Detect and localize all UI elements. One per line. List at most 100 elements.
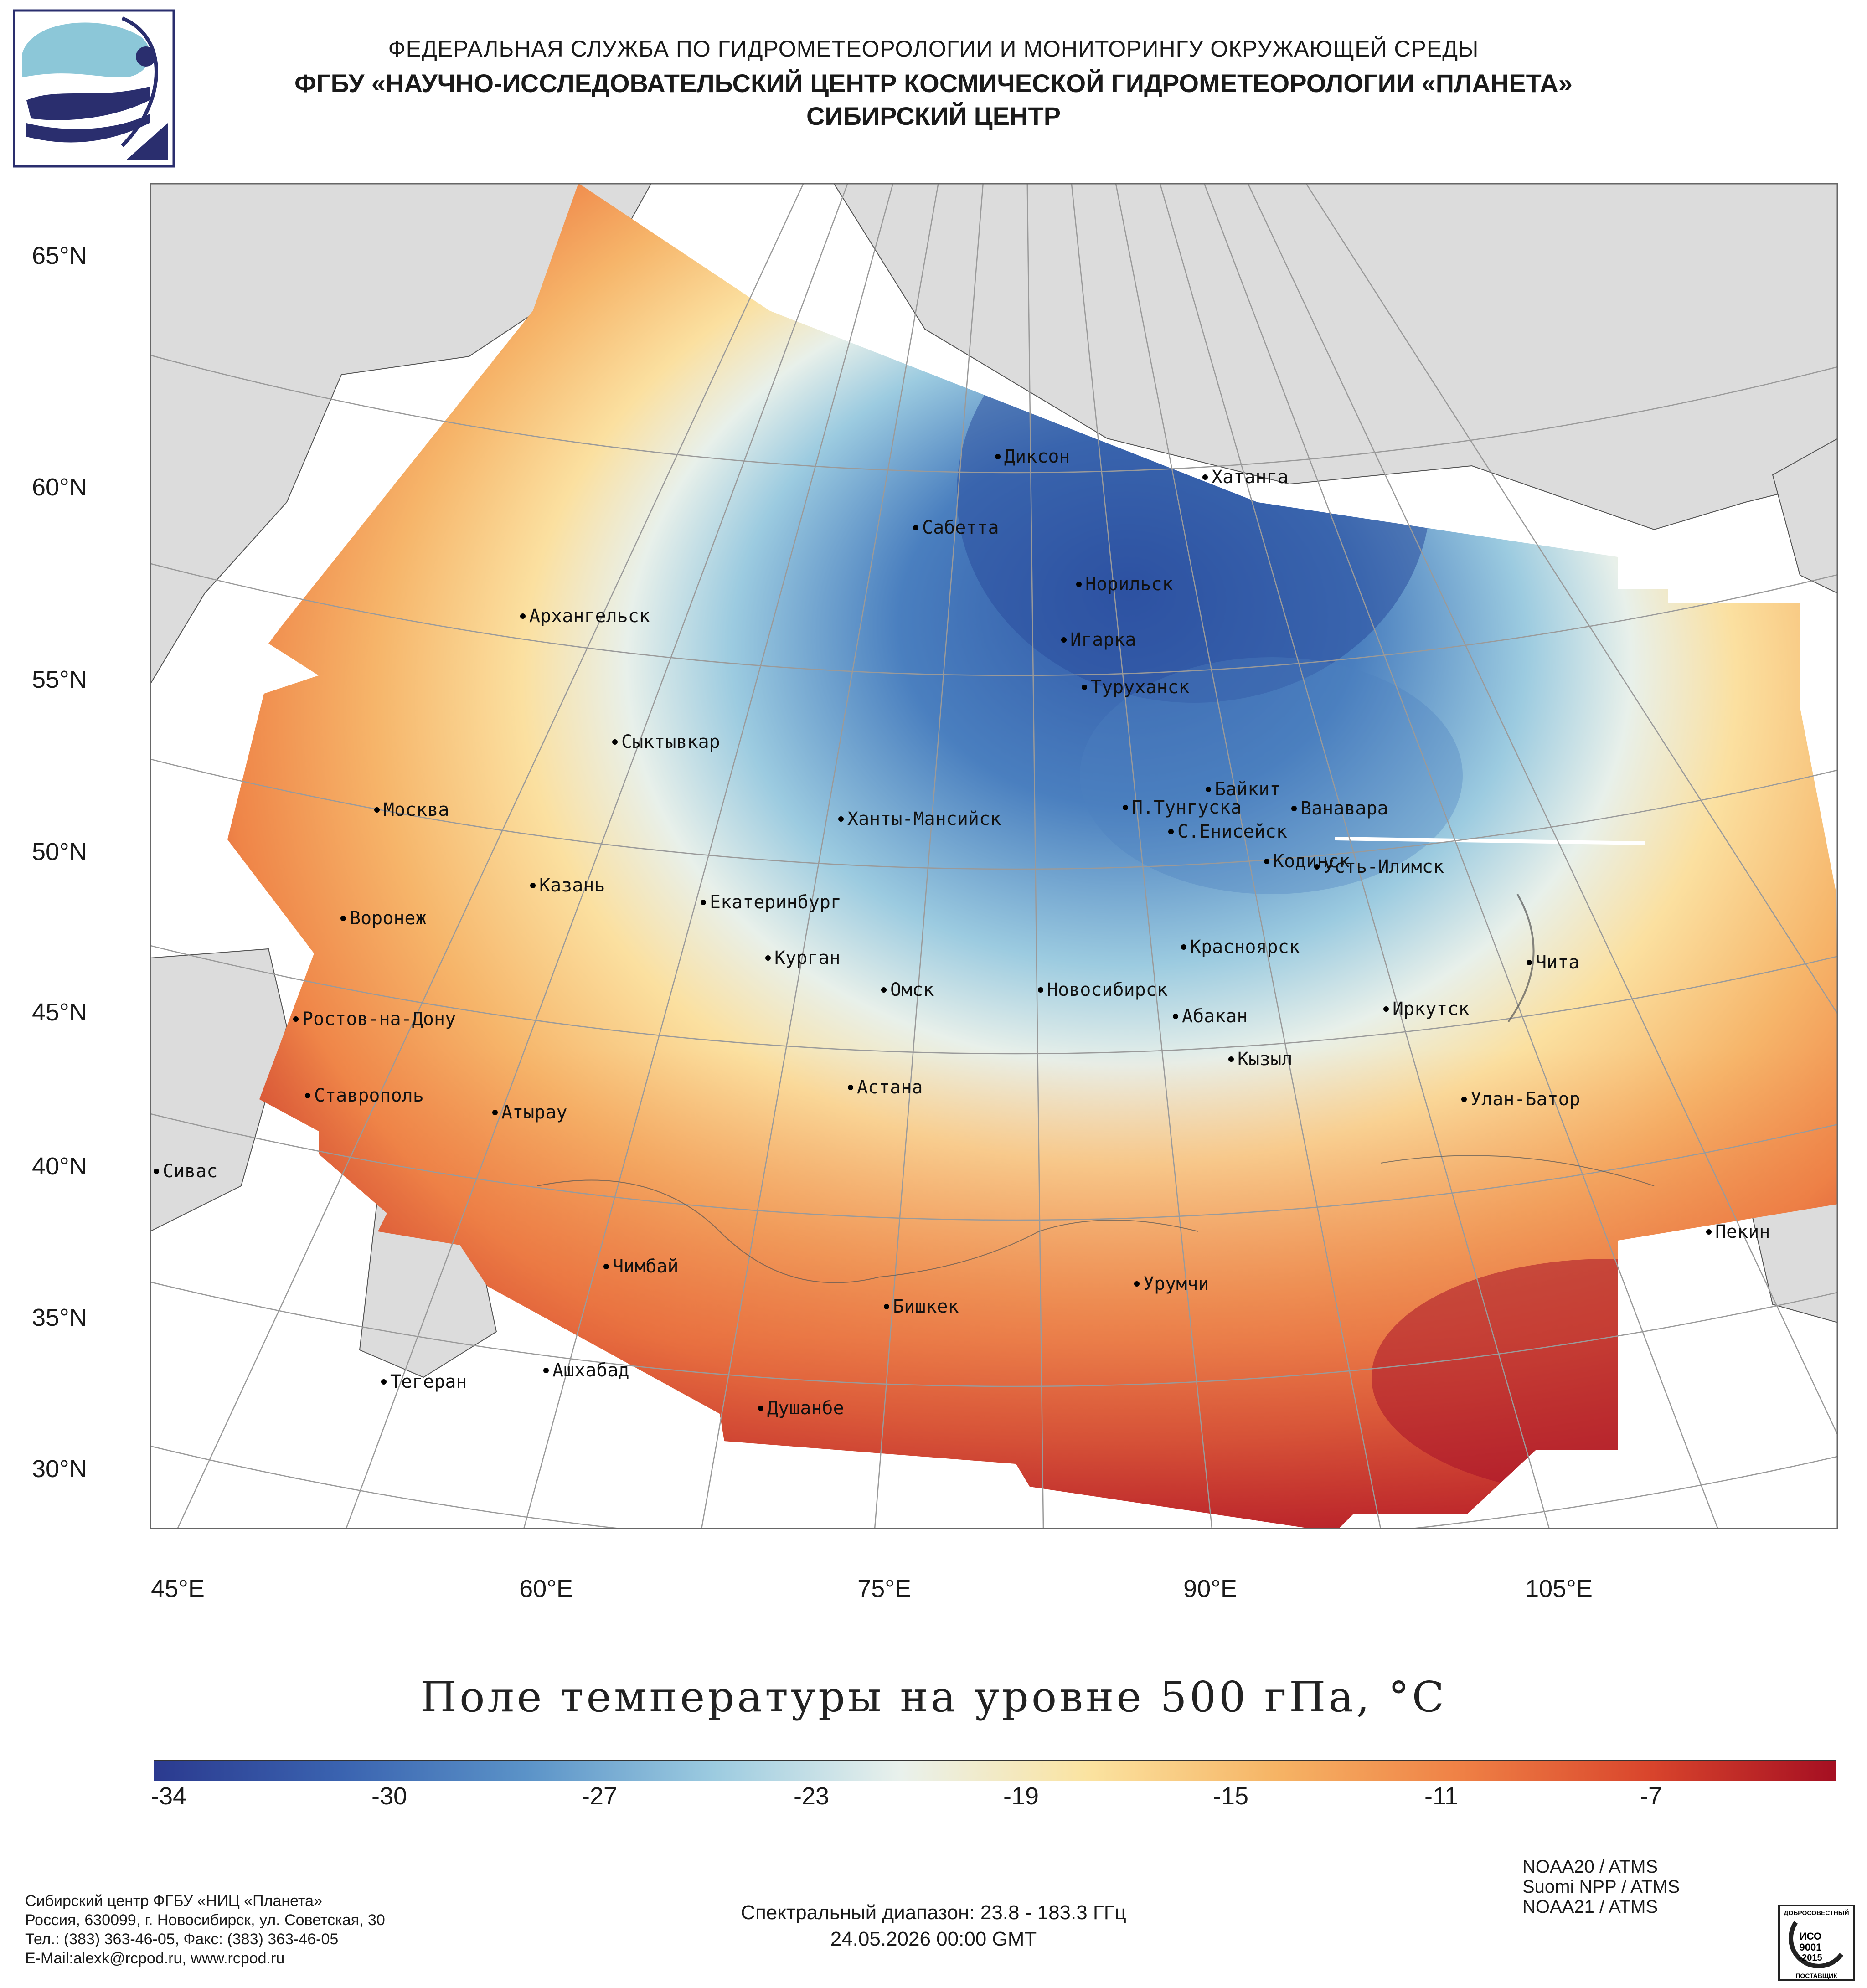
svg-text:-2015: -2015 bbox=[1799, 1953, 1822, 1963]
city-label: Сыктывкар bbox=[621, 731, 720, 752]
colorbar bbox=[154, 1760, 1836, 1781]
spectral-range: Спектральный диапазон: 23.8 - 183.3 ГГц bbox=[741, 1901, 1126, 1924]
lon-label-45: 45°E bbox=[151, 1575, 205, 1602]
city-marker bbox=[293, 1016, 299, 1022]
city-label: Казань bbox=[539, 875, 605, 896]
city-label: Норильск bbox=[1085, 574, 1173, 595]
city-marker bbox=[1123, 805, 1128, 810]
city-marker bbox=[340, 916, 346, 921]
footer-address-block: Сибирский центр ФГБУ «НИЦ «Планета» Росс… bbox=[25, 1891, 385, 1968]
svg-text:9001: 9001 bbox=[1800, 1942, 1822, 1953]
city-label: Улан-Батор bbox=[1470, 1089, 1580, 1110]
header-institute: ФГБУ «НАУЧНО-ИССЛЕДОВАТЕЛЬСКИЙ ЦЕНТР КОС… bbox=[294, 69, 1573, 98]
city-label: Абакан bbox=[1182, 1006, 1248, 1027]
svg-text:ДОБРОСОВЕСТНЫЙ: ДОБРОСОВЕСТНЫЙ bbox=[1784, 1909, 1849, 1916]
lat-label-30: 30°N bbox=[32, 1455, 87, 1483]
city-label: Астана bbox=[857, 1077, 923, 1098]
city-label: Екатеринбург bbox=[710, 892, 841, 913]
city-marker bbox=[520, 613, 526, 619]
city-marker bbox=[913, 525, 918, 530]
city-label: Чита bbox=[1536, 952, 1579, 973]
city-label: Сивас bbox=[163, 1161, 217, 1182]
city-marker bbox=[1061, 637, 1067, 643]
city-label: Омск bbox=[890, 979, 934, 1000]
city-marker bbox=[1082, 685, 1087, 690]
lon-label-105: 105°E bbox=[1525, 1575, 1593, 1602]
colorbar-tick: -19 bbox=[1003, 1782, 1039, 1810]
satellite-noaa20: NOAA20 / ATMS bbox=[1522, 1857, 1658, 1877]
lon-label-75: 75°E bbox=[857, 1575, 911, 1602]
city-marker bbox=[543, 1368, 549, 1373]
iso-certification-stamp: ДОБРОСОВЕСТНЫЙ ИСО 9001 -2015 ПОСТАВЩИК bbox=[1778, 1905, 1855, 1981]
city-label: Кодинск bbox=[1273, 851, 1350, 872]
city-marker bbox=[995, 454, 1001, 459]
lat-label-40: 40°N bbox=[32, 1153, 87, 1180]
planeta-logo bbox=[13, 9, 175, 168]
city-label: Кызыл bbox=[1238, 1049, 1292, 1070]
city-label: С.Енисейск bbox=[1177, 821, 1287, 842]
city-label: П.Тунгуска bbox=[1132, 797, 1242, 818]
city-label: Байкит bbox=[1215, 779, 1281, 800]
lon-label-60: 60°E bbox=[519, 1575, 573, 1602]
lat-label-35: 35°N bbox=[32, 1304, 87, 1331]
city-marker bbox=[838, 816, 844, 822]
footer-phone: Тел.: (383) 363-46-05, Факс: (383) 363-4… bbox=[25, 1931, 339, 1948]
city-marker bbox=[1076, 582, 1082, 587]
city-marker bbox=[381, 1379, 387, 1385]
city-label: Ростов-на-Дону bbox=[302, 1009, 456, 1030]
city-label: Атырау bbox=[501, 1102, 567, 1123]
city-marker bbox=[374, 807, 380, 813]
colorbar-tick: -34 bbox=[150, 1782, 187, 1810]
city-label: Воронеж bbox=[350, 908, 427, 929]
city-label: Новосибирск bbox=[1047, 979, 1168, 1000]
city-marker bbox=[1706, 1229, 1712, 1235]
city-marker bbox=[305, 1093, 310, 1098]
svg-text:ПОСТАВЩИК: ПОСТАВЩИК bbox=[1795, 1972, 1837, 1979]
city-label: Душанбе bbox=[767, 1398, 844, 1419]
city-marker bbox=[1168, 829, 1174, 834]
city-marker bbox=[1202, 474, 1208, 480]
observation-datetime: 24.05.2026 00:00 GMT bbox=[830, 1928, 1037, 1950]
city-marker bbox=[765, 955, 771, 961]
city-label: Сабетта bbox=[922, 517, 999, 538]
colorbar-tick: -7 bbox=[1640, 1782, 1662, 1810]
city-marker bbox=[1314, 864, 1320, 870]
header-center: СИБИРСКИЙ ЦЕНТР bbox=[806, 102, 1061, 130]
city-marker bbox=[1264, 859, 1269, 864]
city-label: Пекин bbox=[1715, 1221, 1770, 1242]
city-label: Ханты-Мансийск bbox=[847, 809, 1001, 829]
colorbar-tick: -11 bbox=[1424, 1782, 1459, 1810]
city-marker bbox=[758, 1406, 763, 1411]
city-label: Ашхабад bbox=[552, 1360, 629, 1381]
city-label: Туруханск bbox=[1091, 677, 1190, 698]
city-label: Ванавара bbox=[1300, 798, 1388, 819]
lat-label-50: 50°N bbox=[32, 838, 87, 865]
city-label: Игарка bbox=[1070, 629, 1136, 650]
lat-label-60: 60°N bbox=[32, 474, 87, 501]
footer-address: Россия, 630099, г. Новосибирск, ул. Сове… bbox=[25, 1911, 385, 1929]
city-label: Бишкек bbox=[893, 1296, 959, 1317]
city-label: Иркутск bbox=[1393, 999, 1470, 1020]
svg-text:ИСО: ИСО bbox=[1800, 1931, 1821, 1942]
city-marker bbox=[1383, 1006, 1389, 1012]
city-marker bbox=[612, 739, 618, 745]
city-marker bbox=[603, 1264, 609, 1269]
city-marker bbox=[1461, 1097, 1467, 1102]
city-label: Хатанга bbox=[1212, 467, 1289, 488]
city-label: Курган bbox=[774, 948, 841, 968]
city-label: Красноярск bbox=[1190, 937, 1300, 958]
city-marker bbox=[1181, 944, 1186, 950]
footer-email: E-Mail:alexk@rcpod.ru, www.rcpod.ru bbox=[25, 1950, 285, 1967]
lat-label-65: 65°N bbox=[32, 242, 87, 269]
city-marker bbox=[154, 1169, 159, 1174]
lat-label-45: 45°N bbox=[32, 999, 87, 1026]
city-marker bbox=[701, 900, 706, 905]
city-label: Диксон bbox=[1004, 446, 1070, 467]
footer-org: Сибирский центр ФГБУ «НИЦ «Планета» bbox=[25, 1892, 322, 1910]
colorbar-tick: -27 bbox=[581, 1782, 618, 1810]
lon-label-90: 90°E bbox=[1183, 1575, 1237, 1602]
city-marker bbox=[1291, 806, 1297, 811]
city-label: Урумчи bbox=[1143, 1273, 1209, 1294]
temperature-map: Диксон Хатанга Сабетта Норильск Архангельск И… bbox=[150, 183, 1838, 1529]
city-marker bbox=[1038, 987, 1043, 993]
